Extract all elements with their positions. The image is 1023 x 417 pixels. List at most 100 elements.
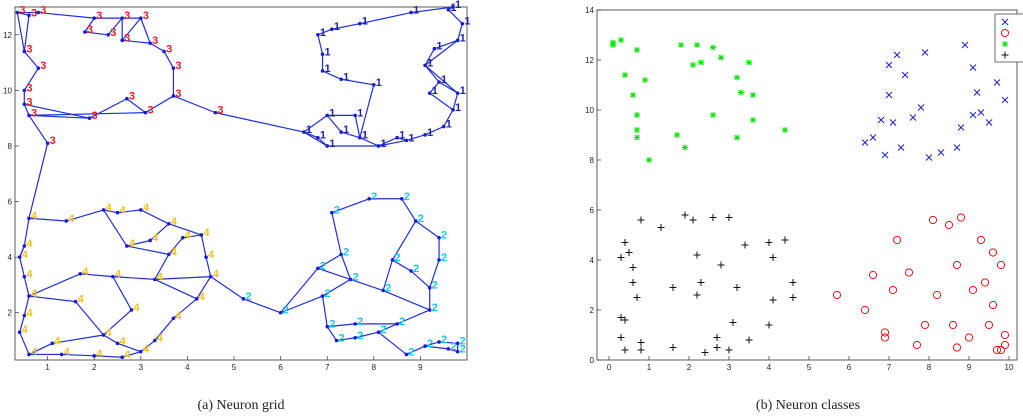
scatter-point — [745, 336, 753, 344]
grid-edge — [336, 337, 356, 342]
grid-node — [27, 352, 31, 357]
x-tick-label: 8 — [927, 363, 932, 372]
grid-node — [36, 66, 41, 70]
grid-edge — [23, 15, 30, 52]
grid-x-ticks: 1 2 3 4 5 6 7 8 9 — [45, 356, 423, 372]
grid-node-label: 3 — [31, 7, 37, 19]
grid-node — [381, 288, 385, 293]
grid-node — [353, 113, 357, 118]
scatter-point — [985, 119, 993, 126]
x-tick-label: 4 — [767, 363, 772, 372]
scatter-point — [781, 236, 789, 244]
grid-node — [101, 208, 106, 212]
scatter-point — [717, 261, 725, 269]
grid-edge — [23, 218, 30, 247]
scatter-point — [693, 251, 701, 259]
grid-node-label: 2 — [399, 316, 405, 328]
grid-edge — [122, 39, 151, 44]
grid-node-label: 4 — [133, 302, 140, 314]
caption-neuron-grid: (a) Neuron grid — [197, 398, 284, 413]
grid-node — [241, 297, 246, 301]
grid-node-label: 4 — [143, 344, 150, 356]
grid-node — [120, 355, 124, 360]
grid-node-label: 4 — [31, 288, 38, 300]
grid-node — [115, 341, 120, 346]
x-tick-label: 9 — [418, 363, 423, 372]
grid-node — [208, 274, 213, 279]
grid-node — [152, 338, 157, 343]
grid-node — [367, 196, 371, 201]
grid-node-label: 1 — [362, 130, 368, 142]
grid-edge — [28, 115, 49, 144]
scatter-point — [637, 339, 645, 346]
grid-edge — [429, 81, 440, 94]
scatter-point — [713, 334, 721, 341]
scatter-point — [996, 260, 1006, 270]
grid-node-label: 1 — [413, 5, 419, 17]
grid-node — [427, 91, 432, 95]
grid-node-label: 1 — [376, 77, 382, 89]
x-tick-label: 3 — [139, 363, 144, 372]
scatter-point — [885, 91, 893, 99]
grid-axes-frame — [14, 6, 468, 361]
grid-node-label: 2 — [283, 305, 289, 317]
scatter-point — [733, 284, 741, 291]
grid-node — [59, 352, 64, 357]
grid-node — [455, 38, 460, 43]
grid-node — [395, 322, 399, 326]
grid-node-label: 4 — [124, 349, 131, 361]
grid-node — [166, 252, 171, 257]
grid-node-label: 3 — [143, 10, 149, 22]
grid-node-label: 1 — [436, 41, 442, 53]
scatter-point — [992, 345, 1002, 355]
grid-node — [27, 294, 31, 298]
grid-edges — [16, 6, 463, 358]
grid-node-label: 4 — [26, 308, 33, 320]
scatter-point — [880, 333, 890, 342]
grid-node — [320, 52, 325, 57]
scatter-point — [710, 112, 716, 118]
grid-node — [204, 255, 208, 259]
grid-edge — [52, 334, 104, 344]
x-tick-label: 2 — [92, 363, 97, 372]
scatter-point — [977, 109, 985, 116]
grid-node — [437, 340, 441, 344]
grid-node — [451, 5, 455, 9]
scatter-point — [718, 54, 724, 61]
y-tick-label: 8 — [8, 142, 13, 151]
y-tick-label: 4 — [8, 253, 13, 262]
grid-edge — [84, 17, 95, 33]
scatter-point — [646, 157, 652, 163]
x-tick-label: 4 — [185, 363, 190, 372]
grid-edge — [19, 257, 25, 277]
grid-node — [199, 233, 204, 237]
scatter-point — [925, 154, 933, 161]
legend-box — [994, 13, 1023, 63]
grid-node-label: 3 — [19, 5, 25, 17]
grid-node — [125, 244, 129, 248]
classes-y-ticks: 0 2 4 6 8 10 12 14 — [585, 6, 601, 365]
grid-node — [139, 208, 143, 212]
grid-node-label: 4 — [64, 346, 71, 358]
grid-node-label: 3 — [26, 96, 32, 108]
scatter-point — [948, 320, 958, 330]
grid-edge — [75, 301, 104, 336]
grid-node-label: 3 — [175, 60, 181, 72]
grid-node — [139, 349, 143, 354]
grid-node-label: 1 — [460, 85, 466, 97]
grid-node-label: 1 — [362, 16, 368, 28]
grid-node — [120, 38, 124, 43]
grid-node — [446, 7, 451, 12]
scatter-point — [634, 127, 640, 133]
classes-points — [610, 37, 1010, 356]
grid-node — [171, 316, 176, 321]
scatter-point — [690, 62, 696, 68]
grid-edge — [341, 131, 360, 139]
scatter-point — [832, 290, 842, 300]
scatter-point — [912, 340, 922, 350]
grid-node — [22, 102, 27, 107]
scatter-point — [988, 300, 998, 310]
